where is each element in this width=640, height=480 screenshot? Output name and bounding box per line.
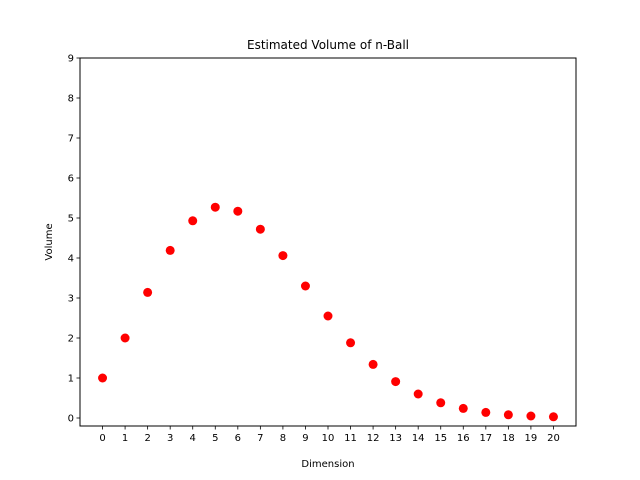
x-tick-label: 4 bbox=[190, 433, 196, 444]
data-point bbox=[548, 412, 558, 422]
x-tick-label: 11 bbox=[344, 433, 357, 444]
y-tick-label: 7 bbox=[68, 134, 74, 145]
data-point bbox=[436, 398, 446, 408]
data-point bbox=[368, 359, 378, 369]
data-point bbox=[458, 403, 468, 413]
y-tick-label: 3 bbox=[68, 294, 74, 305]
x-tick-label: 7 bbox=[257, 433, 263, 444]
data-point bbox=[143, 287, 153, 297]
data-point bbox=[323, 311, 333, 321]
x-axis-ticks: 0 1 2 3 4 5 6 7 8 9 10 11 12 13 14 15 16 17 18 19 20 bbox=[99, 426, 560, 444]
x-tick-label: 19 bbox=[525, 433, 538, 444]
x-tick-label: 1 bbox=[122, 433, 128, 444]
plot-frame bbox=[79, 57, 577, 427]
y-tick-label: 6 bbox=[68, 174, 74, 185]
x-tick-label: 16 bbox=[457, 433, 470, 444]
x-tick-label: 5 bbox=[212, 433, 218, 444]
x-tick-label: 8 bbox=[280, 433, 286, 444]
y-axis-label: Volume bbox=[44, 223, 55, 260]
x-tick-label: 18 bbox=[502, 433, 515, 444]
data-point bbox=[278, 251, 288, 261]
data-point bbox=[233, 206, 243, 216]
x-tick-label: 9 bbox=[302, 433, 308, 444]
y-tick-label: 0 bbox=[68, 414, 74, 425]
x-tick-label: 15 bbox=[434, 433, 447, 444]
data-point bbox=[165, 245, 175, 255]
x-tick-label: 14 bbox=[412, 433, 425, 444]
x-tick-label: 13 bbox=[389, 433, 402, 444]
data-point bbox=[188, 216, 198, 226]
y-axis-ticks: 0 1 2 3 4 5 6 7 8 9 bbox=[68, 54, 80, 425]
y-tick-label: 9 bbox=[68, 54, 74, 65]
data-point bbox=[300, 281, 310, 291]
y-tick-label: 5 bbox=[68, 214, 74, 225]
data-point bbox=[413, 389, 423, 399]
y-tick-label: 2 bbox=[68, 334, 74, 345]
x-tick-label: 6 bbox=[235, 433, 241, 444]
x-tick-label: 17 bbox=[479, 433, 492, 444]
data-point bbox=[481, 407, 491, 417]
data-point bbox=[98, 373, 108, 383]
y-tick-label: 4 bbox=[68, 254, 74, 265]
data-point bbox=[255, 224, 265, 234]
data-point bbox=[503, 410, 513, 420]
x-axis-label: Dimension bbox=[301, 459, 354, 470]
data-point bbox=[346, 338, 356, 348]
chart-title: Estimated Volume of n-Ball bbox=[247, 38, 409, 52]
y-tick-label: 8 bbox=[68, 94, 74, 105]
data-point bbox=[210, 202, 220, 212]
x-tick-label: 20 bbox=[547, 433, 560, 444]
x-tick-label: 0 bbox=[99, 433, 105, 444]
x-tick-label: 3 bbox=[167, 433, 173, 444]
data-points bbox=[98, 202, 558, 422]
y-tick-label: 1 bbox=[68, 374, 74, 385]
x-tick-label: 2 bbox=[144, 433, 150, 444]
data-point bbox=[391, 377, 401, 387]
data-point bbox=[120, 333, 130, 343]
x-tick-label: 10 bbox=[322, 433, 335, 444]
data-point bbox=[526, 411, 536, 421]
x-tick-label: 12 bbox=[367, 433, 380, 444]
